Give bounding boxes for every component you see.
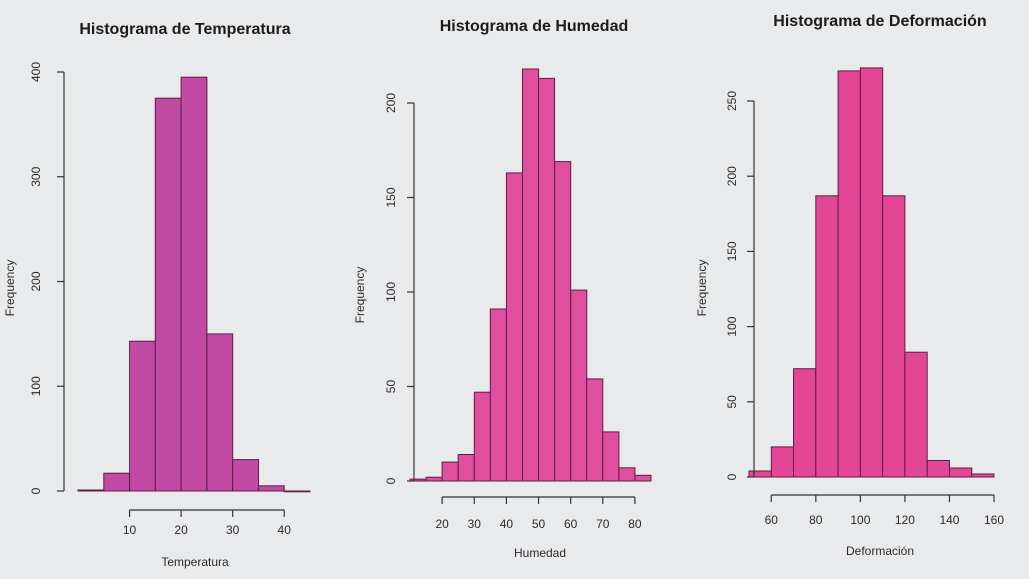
x-axis-label-temperatura: Temperatura [161,555,229,569]
histogram-bar-deformacion-6 [882,195,906,478]
histogram-bar-humedad-14 [634,474,652,482]
histogram-bar-deformacion-5 [859,67,884,478]
chart-title-deformacion: Histograma de Deformación [773,13,986,30]
x-tick-label-humedad-30: 30 [468,517,482,531]
histogram-bar-temperatura-2 [129,340,156,492]
x-tick-label-humedad-70: 70 [596,517,610,531]
histogram-bar-temperatura-5 [206,333,234,492]
y-tick-label-deformacion-100: 100 [725,316,739,336]
y-tick-label-humedad-50: 50 [384,380,398,394]
y-tick-label-temperatura-200: 200 [29,271,43,291]
histogram-bar-deformacion-2 [793,368,817,478]
histogram-bar-temperatura-4 [180,76,208,492]
y-tick-label-humedad-200: 200 [384,93,398,113]
y-axis-label-humedad: Frequency [353,267,367,324]
x-tick-label-deformacion-80: 80 [809,513,823,527]
histogram-bar-humedad-5 [489,308,507,482]
x-tick-label-deformacion-100: 100 [850,513,870,527]
histogram-bar-deformacion-0 [748,470,772,478]
x-tick-label-deformacion-140: 140 [939,513,959,527]
y-tick-label-deformacion-50: 50 [725,395,739,409]
x-axis-label-humedad: Humedad [514,546,566,560]
histogram-bar-humedad-9 [554,161,572,482]
x-tick-label-temperatura-40: 40 [278,523,292,537]
histogram-bar-temperatura-8 [283,490,311,493]
y-tick-label-temperatura-400: 400 [29,62,43,82]
histogram-bar-humedad-1 [425,476,443,482]
y-tick-label-deformacion-250: 250 [725,91,739,111]
y-tick-label-temperatura-0: 0 [29,487,43,494]
histogram-bar-humedad-3 [457,454,475,482]
y-tick-label-temperatura-300: 300 [29,166,43,186]
y-tick-label-humedad-100: 100 [384,282,398,302]
y-axis-label-temperatura: Frequency [3,260,17,317]
histogram-bar-deformacion-3 [815,195,839,478]
histogram-bar-deformacion-9 [949,467,973,478]
histogram-bar-deformacion-10 [971,473,995,478]
histogram-bar-humedad-13 [618,467,636,482]
y-tick-label-deformacion-0: 0 [725,473,739,480]
histogram-bar-temperatura-1 [103,472,131,492]
chart-temperatura: Histograma de Temperatura Temperatura Fr… [3,21,311,569]
x-tick-label-humedad-20: 20 [435,517,449,531]
histogram-bar-humedad-4 [473,391,491,482]
chart-title-temperatura: Histograma de Temperatura [79,21,290,38]
histogram-bar-temperatura-3 [154,97,182,492]
x-tick-label-humedad-40: 40 [500,517,514,531]
x-tick-label-temperatura-30: 30 [226,523,240,537]
y-tick-label-deformacion-150: 150 [725,241,739,261]
histogram-bar-humedad-6 [505,172,523,482]
histogram-bar-humedad-12 [602,431,620,482]
histogram-bar-deformacion-7 [904,351,928,478]
y-tick-label-deformacion-200: 200 [725,166,739,186]
chart-humedad: Histograma de Humedad Humedad Frequency … [353,18,652,560]
histogram-bar-humedad-2 [441,461,459,482]
histogram-bar-humedad-7 [522,68,540,482]
y-axis-label-deformacion: Frequency [695,260,709,317]
y-tick-label-humedad-0: 0 [384,477,398,484]
chart-title-humedad: Histograma de Humedad [440,18,628,35]
x-tick-label-deformacion-60: 60 [765,513,779,527]
x-tick-label-humedad-80: 80 [628,517,642,531]
x-tick-label-humedad-60: 60 [564,517,578,531]
histogram-bar-humedad-8 [538,77,556,482]
histogram-bar-temperatura-6 [232,459,259,492]
x-tick-label-humedad-50: 50 [532,517,546,531]
y-tick-label-temperatura-100: 100 [29,376,43,396]
histogram-bar-deformacion-1 [770,446,795,478]
x-tick-label-deformacion-120: 120 [895,513,915,527]
x-tick-label-deformacion-160: 160 [984,513,1004,527]
histogram-bar-humedad-11 [586,378,604,482]
histogram-bar-deformacion-8 [926,460,951,478]
histogram-bar-deformacion-4 [837,70,861,478]
x-tick-label-temperatura-20: 20 [174,523,188,537]
x-axis-label-deformacion: Deformación [846,544,914,558]
y-tick-label-humedad-150: 150 [384,187,398,207]
histogram-bar-temperatura-7 [257,485,285,492]
histogram-bar-temperatura-0 [77,489,105,492]
chart-deformacion: Histograma de Deformación Deformación Fr… [695,13,1004,558]
x-tick-label-temperatura-10: 10 [123,523,137,537]
histogram-bar-humedad-10 [570,289,588,482]
